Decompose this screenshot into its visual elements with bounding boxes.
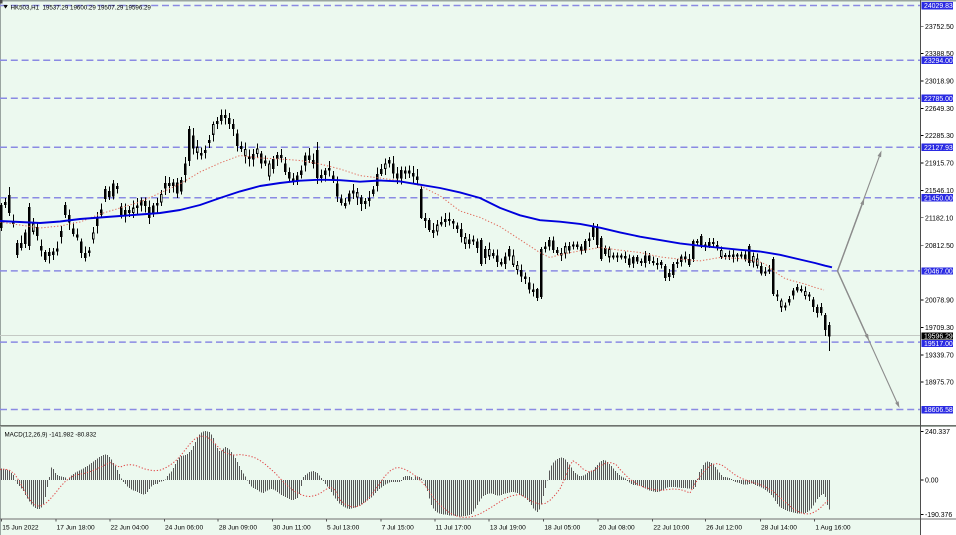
svg-text:21915.70: 21915.70: [925, 161, 954, 168]
svg-text:-190.376: -190.376: [925, 512, 952, 519]
svg-text:24 Jun 06:00: 24 Jun 06:00: [165, 525, 203, 532]
svg-text:19339.70: 19339.70: [925, 353, 954, 360]
svg-text:30 Jun 11:00: 30 Jun 11:00: [273, 525, 311, 532]
svg-text:19596.29: 19596.29: [924, 334, 953, 341]
svg-text:22 Jun 04:00: 22 Jun 04:00: [111, 525, 149, 532]
svg-text:1 Aug 16:00: 1 Aug 16:00: [815, 525, 851, 532]
svg-text:20812.50: 20812.50: [925, 243, 954, 250]
svg-text:MACD(12,26,9) -141.982 -80.832: MACD(12,26,9) -141.982 -80.832: [5, 431, 97, 438]
svg-text:18606.58: 18606.58: [924, 407, 953, 414]
svg-text:15 Jun 2022: 15 Jun 2022: [2, 525, 39, 532]
svg-text:28 Jul 14:00: 28 Jul 14:00: [761, 525, 797, 532]
svg-text:19517.00: 19517.00: [924, 341, 953, 348]
svg-text:28 Jun 09:00: 28 Jun 09:00: [219, 525, 257, 532]
svg-text:22 Jul 10:00: 22 Jul 10:00: [653, 525, 689, 532]
svg-text:18975.70: 18975.70: [925, 380, 954, 387]
svg-text:26 Jul 12:00: 26 Jul 12:00: [706, 525, 742, 532]
svg-text:24029.83: 24029.83: [924, 3, 953, 10]
svg-text:0.00: 0.00: [925, 478, 939, 485]
svg-text:5 Jul 13:00: 5 Jul 13:00: [327, 525, 360, 532]
svg-text:11 Jul 17:00: 11 Jul 17:00: [436, 525, 472, 532]
svg-text:23294.00: 23294.00: [924, 58, 953, 65]
svg-text:17 Jun 18:00: 17 Jun 18:00: [57, 525, 95, 532]
svg-text:22649.30: 22649.30: [925, 106, 954, 113]
svg-text:7 Jul 15:00: 7 Jul 15:00: [382, 525, 415, 532]
svg-text:22785.00: 22785.00: [924, 96, 953, 103]
svg-text:18 Jul 05:00: 18 Jul 05:00: [544, 525, 580, 532]
svg-text:21182.10: 21182.10: [925, 215, 953, 222]
svg-text:240.337: 240.337: [925, 429, 950, 436]
svg-text:23388.50: 23388.50: [925, 51, 954, 58]
svg-text:HK503,H1 19537.29 19600.29 19: HK503,H1 19537.29 19600.29 19507.29 1959…: [11, 4, 152, 11]
svg-text:22285.30: 22285.30: [925, 133, 954, 140]
svg-text:20 Jul 08:00: 20 Jul 08:00: [599, 525, 635, 532]
svg-text:13 Jul 19:00: 13 Jul 19:00: [490, 525, 526, 532]
svg-text:19709.30: 19709.30: [925, 325, 954, 332]
svg-text:20467.00: 20467.00: [924, 269, 953, 276]
svg-text:21450.00: 21450.00: [924, 195, 953, 202]
svg-text:23018.90: 23018.90: [925, 78, 954, 85]
svg-text:22127.93: 22127.93: [924, 145, 953, 152]
svg-text:21546.10: 21546.10: [925, 188, 954, 195]
svg-text:20078.90: 20078.90: [925, 297, 954, 304]
svg-text:23752.50: 23752.50: [925, 24, 954, 31]
